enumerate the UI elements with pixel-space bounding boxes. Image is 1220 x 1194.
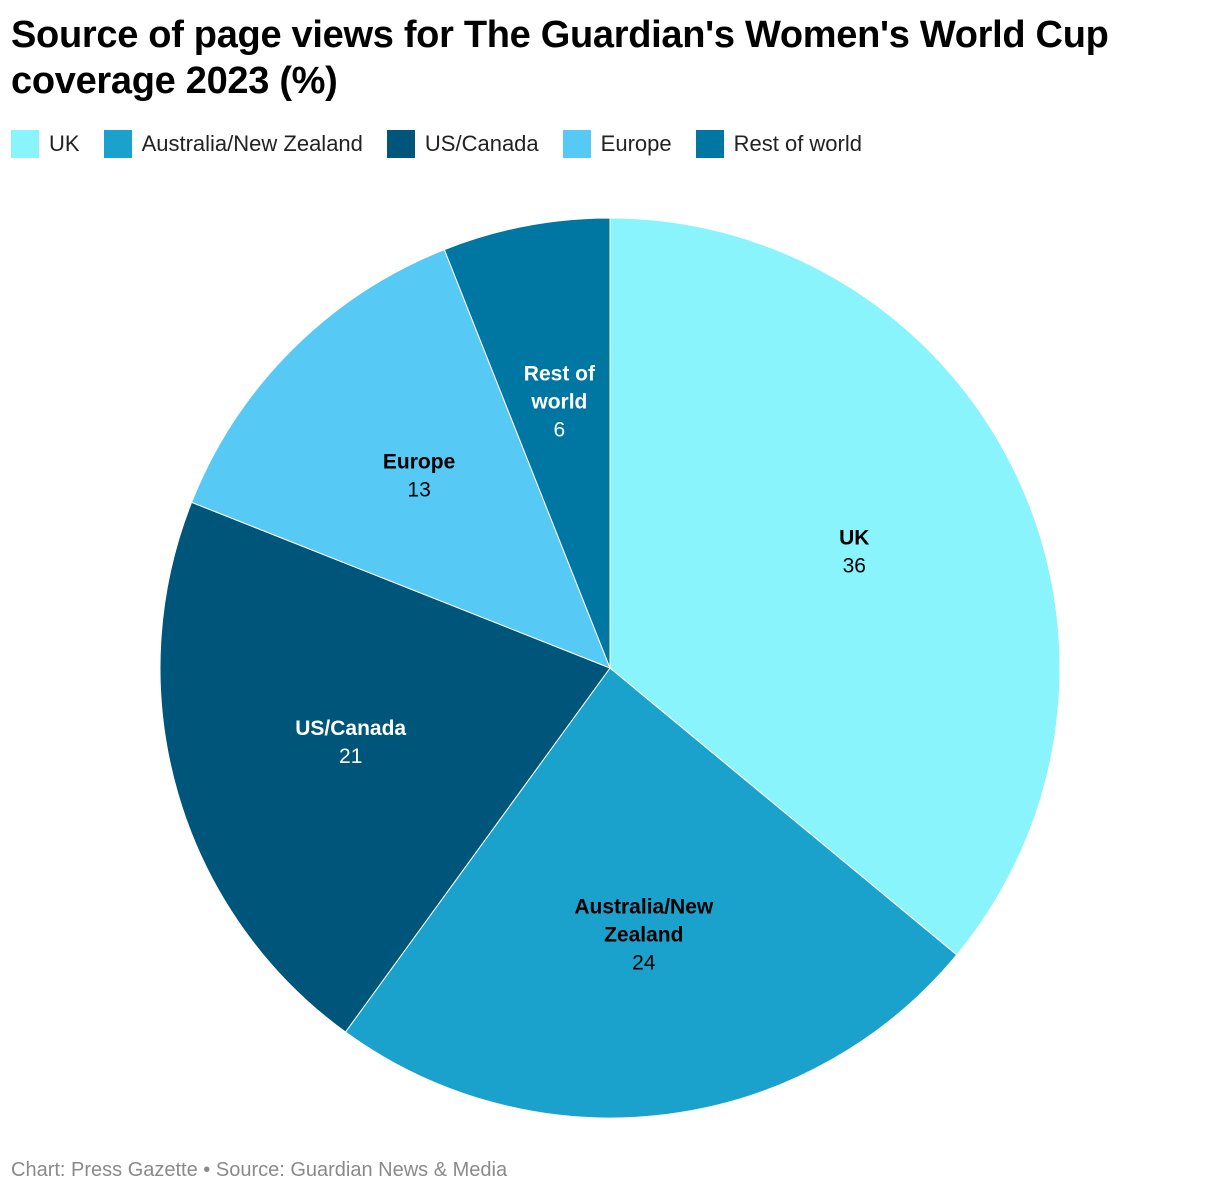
slice-value-australia-new-zealand: 24 xyxy=(632,951,656,974)
legend-label-us-canada: US/Canada xyxy=(424,131,539,156)
pie-slice-us-canada xyxy=(159,501,611,1033)
legend-label-europe: Europe xyxy=(600,131,672,156)
slice-value-us-canada: 21 xyxy=(339,745,362,768)
slice-label-australia-new-zealand: Australia/New xyxy=(574,895,714,918)
legend-label-australia-new-zealand: Australia/New Zealand xyxy=(141,131,363,156)
chart-legend: UK Australia/New Zealand US/Canada Europ… xyxy=(11,128,886,160)
pie-slice-australia-new-zealand xyxy=(344,667,958,1119)
slice-value-uk: 36 xyxy=(843,555,866,578)
legend-item-uk: UK xyxy=(11,130,80,158)
slice-label-europe: Europe xyxy=(383,451,455,474)
legend-swatch-australia-new-zealand xyxy=(103,130,132,158)
legend-item-rest-of-world: Rest of world xyxy=(695,130,862,158)
slice-label-rest-of-world: world xyxy=(530,390,587,413)
slice-label-rest-of-world: Rest of xyxy=(524,362,596,385)
legend-swatch-europe xyxy=(562,130,591,158)
chart-title: Source of page views for The Guardian's … xyxy=(11,14,1109,102)
pie-slice-rest-of-world xyxy=(443,217,611,669)
slice-value-rest-of-world: 6 xyxy=(554,418,566,441)
slice-value-europe: 13 xyxy=(407,479,430,502)
pie-slice-labels: UK 36 Australia/New Zealand 24 US/Canada 21 Eur… xyxy=(295,362,869,974)
legend-item-us-canada: US/Canada xyxy=(386,130,539,158)
pie-slices xyxy=(159,217,1061,1119)
pie-slice-uk xyxy=(609,217,1061,956)
slice-label-us-canada: US/Canada xyxy=(295,717,406,740)
legend-label-uk: UK xyxy=(49,131,80,156)
legend-swatch-us-canada xyxy=(386,130,415,158)
pie-slice-europe xyxy=(190,248,611,669)
slice-label-australia-new-zealand: Zealand xyxy=(604,923,683,946)
legend-item-australia-new-zealand: Australia/New Zealand xyxy=(103,130,363,158)
legend-swatch-rest-of-world xyxy=(695,130,724,158)
legend-swatch-uk xyxy=(11,130,39,158)
legend-label-rest-of-world: Rest of world xyxy=(733,131,862,156)
chart-source-credit: Chart: Press Gazette • Source: Guardian … xyxy=(11,1159,508,1181)
legend-item-europe: Europe xyxy=(562,130,672,158)
slice-label-uk: UK xyxy=(839,527,869,550)
